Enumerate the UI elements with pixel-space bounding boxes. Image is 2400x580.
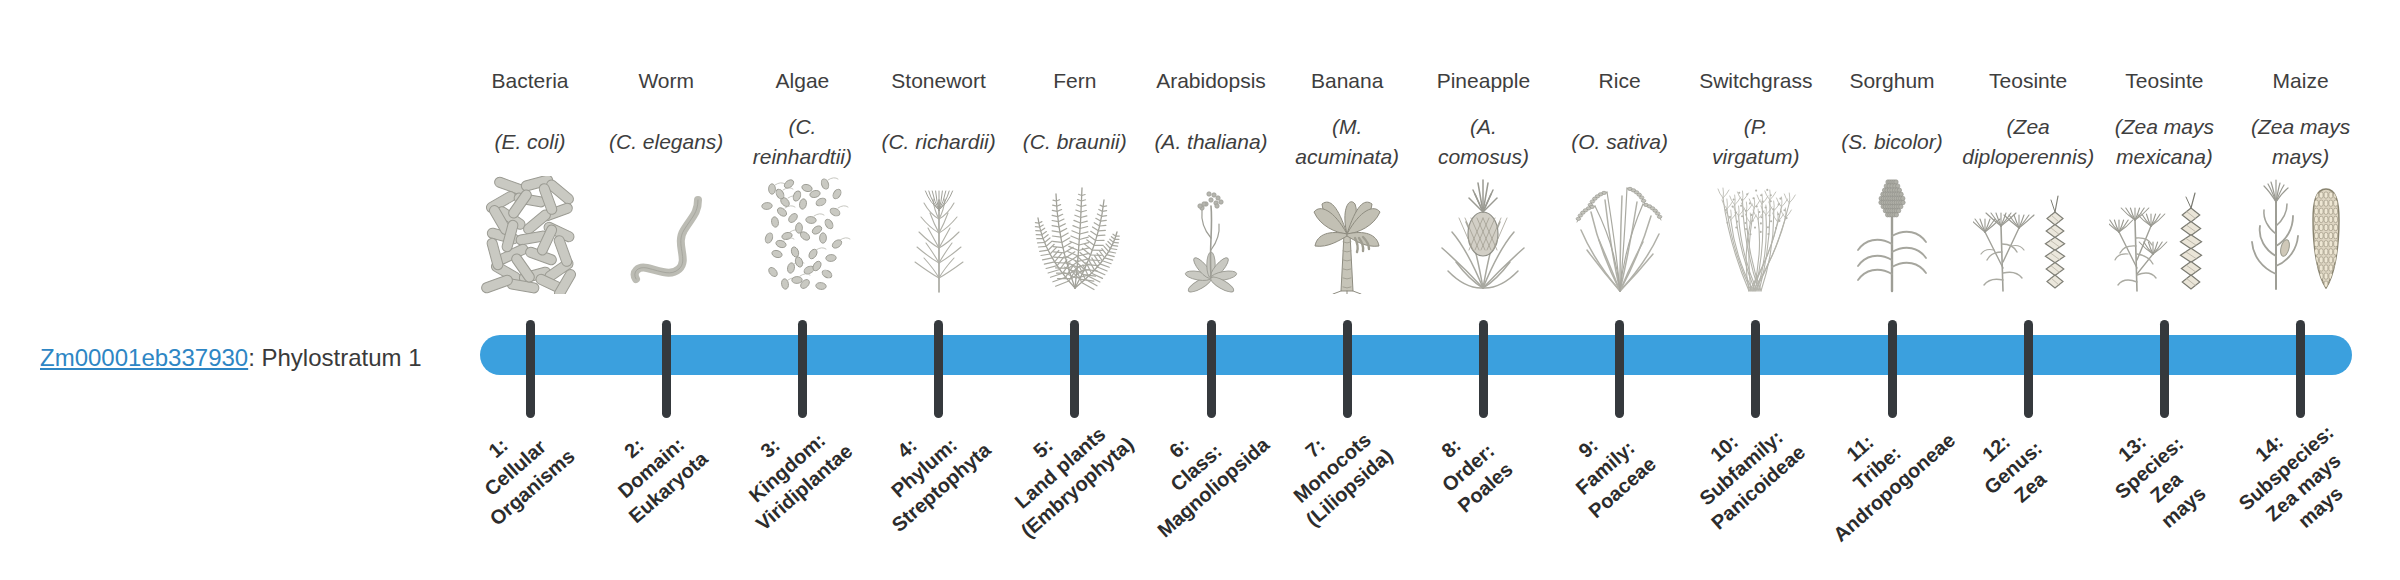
tick-mark <box>2024 320 2033 418</box>
stratum-label: 7: Monocots (Liliopsida) <box>1266 403 1398 532</box>
tick-mark <box>1479 320 1488 418</box>
stratum-label: 1: Cellular Organisms <box>450 404 580 531</box>
teosinte-mexicana-icon <box>2109 176 2219 294</box>
phylostratum-diagram: Zm00001eb337930: Phylostratum 1 Bacteria… <box>0 0 2400 580</box>
stratum-label: 8: Order: Poales <box>1419 417 1519 518</box>
gene-link[interactable]: Zm00001eb337930 <box>40 344 248 371</box>
stratum-label: 11: Tribe: Andropogoneae <box>1794 388 1961 547</box>
gene-label-suffix: : Phylostratum 1 <box>248 344 421 371</box>
stratum-label: 10: Subfamily: Panicoideae <box>1671 400 1810 535</box>
banana-icon <box>1292 176 1402 294</box>
stratum-label: 13: Species: Zea mays <box>2093 411 2223 543</box>
stratum-label: 9: Family: Poaceae <box>1548 412 1660 524</box>
worm-icon <box>611 176 721 294</box>
phylostrata-bar <box>480 335 2352 375</box>
teosinte-diploperennis-icon <box>1973 176 2083 294</box>
rice-icon <box>1565 176 1675 294</box>
algae-icon <box>747 176 857 294</box>
stratum-label: 4: Phylum: Streptophyta <box>852 398 996 538</box>
switchgrass-icon <box>1701 176 1811 294</box>
stonewort-icon <box>884 176 994 294</box>
fern-icon <box>1020 176 1130 294</box>
stratum-label: 2: Domain: Eukaryota <box>589 406 713 528</box>
stratum-label: 3: Kingdom: Viridiplantae <box>717 399 858 536</box>
sorghum-icon <box>1837 176 1947 294</box>
bacteria-icon <box>475 176 585 294</box>
pineapple-icon <box>1428 176 1538 294</box>
arabidopsis-icon <box>1156 176 1266 294</box>
tick-mark <box>526 320 535 418</box>
stratum-label: 6: Class: Magnoliopsida <box>1118 392 1275 543</box>
stratum-label: 14: Subspecies: Zea mays mays <box>2216 400 2373 556</box>
stratum-label: 12: Genus: Zea <box>1962 416 2065 520</box>
tick-mark <box>2160 320 2169 418</box>
organism-scientific-name: (Zea mays mays) <box>2216 105 2386 179</box>
tick-mark <box>1615 320 1624 418</box>
maize-icon <box>2246 176 2356 294</box>
organism-name: Maize <box>2211 68 2391 94</box>
stratum-label: 5: Land plants (Embryophyta) <box>981 392 1139 543</box>
gene-label: Zm00001eb337930: Phylostratum 1 <box>40 344 422 372</box>
tick-mark <box>662 320 671 418</box>
